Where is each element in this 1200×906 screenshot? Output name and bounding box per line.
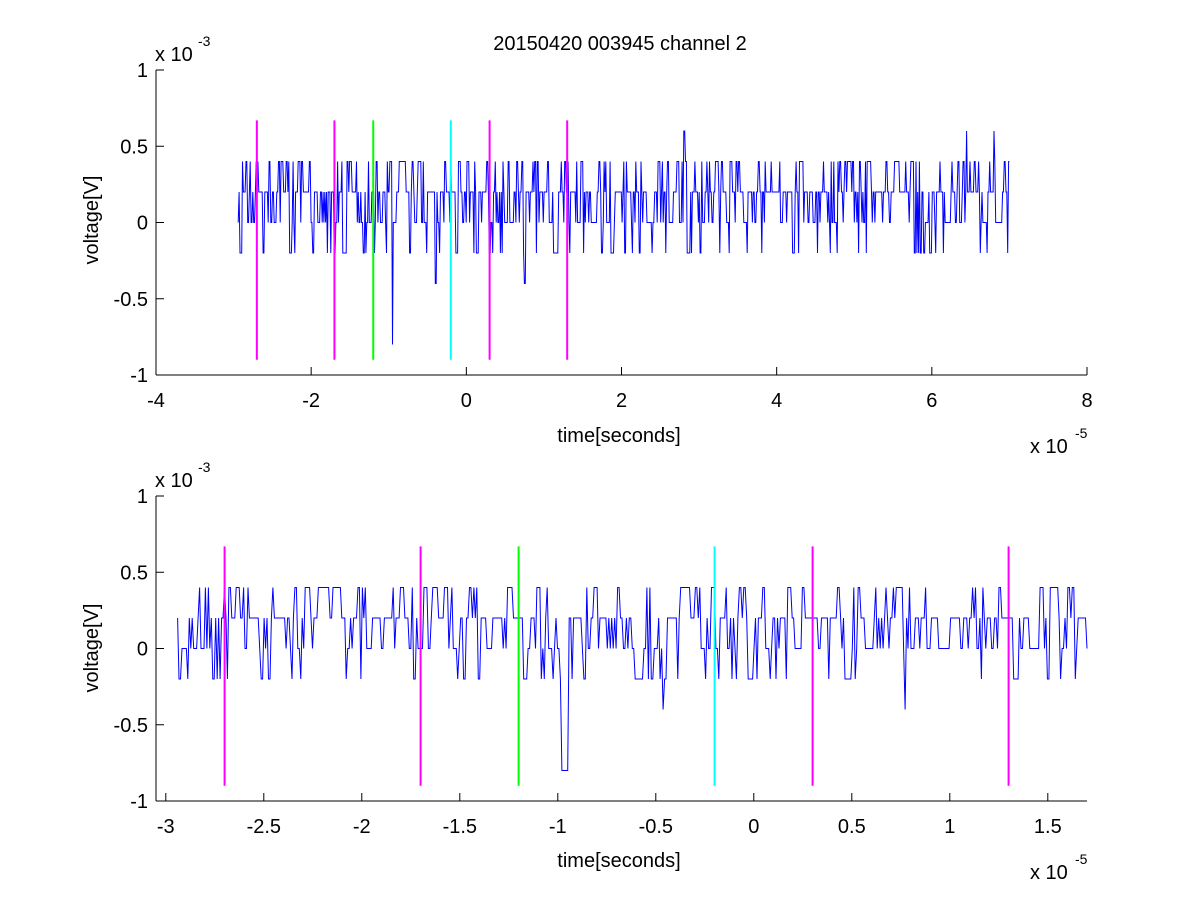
y-tick-label: 0 <box>137 213 148 235</box>
x-tick-label: -1 <box>549 816 567 838</box>
x-tick-label: 0.5 <box>838 816 866 838</box>
bottom-x-exponent-power: -5 <box>1075 851 1088 867</box>
axes-top: -4 -2 0 2 4 6 8 -1 -0.5 0 0.5 1 time[seconds] volta… <box>81 33 1093 458</box>
signal-trace-bottom <box>177 587 1088 771</box>
x-tick-label: -0.5 <box>639 816 673 838</box>
x-tick-label: 0 <box>748 816 759 838</box>
bottom-x-axis-label: time[seconds] <box>557 850 680 872</box>
x-tick-label: 1.5 <box>1034 816 1062 838</box>
y-tick-label: 1 <box>137 60 148 82</box>
x-tick-label: -2.5 <box>247 816 281 838</box>
bottom-axes-frame: -3 -2.5 -2 -1.5 -1 -0.5 0 0.5 1 1.5 -1 -0.5 0 0.5 1 <box>114 486 1087 838</box>
bottom-x-exponent: x 10 <box>1030 862 1068 884</box>
top-y-exponent: x 10 <box>155 44 193 66</box>
bottom-plot-area <box>177 546 1088 786</box>
x-tick-label: 1 <box>944 816 955 838</box>
x-tick-label: 4 <box>771 390 782 412</box>
x-tick-label: -1.5 <box>443 816 477 838</box>
y-tick-label: -1 <box>130 365 148 387</box>
y-tick-label: -0.5 <box>114 289 148 311</box>
x-tick-label: -3 <box>157 816 175 838</box>
top-x-axis-label: time[seconds] <box>557 425 680 447</box>
x-tick-label: 2 <box>616 390 627 412</box>
top-y-axis-label: voltage[V] <box>81 176 103 265</box>
bottom-y-exponent-power: -3 <box>198 459 211 475</box>
y-tick-label: -1 <box>130 791 148 813</box>
bottom-y-axis-label: voltage[V] <box>81 604 103 693</box>
x-tick-label: -2 <box>302 390 320 412</box>
top-axes-frame: -4 -2 0 2 4 6 8 -1 -0.5 0 0.5 1 <box>114 60 1093 412</box>
top-plot-area <box>237 120 1010 360</box>
y-tick-label: 0 <box>137 639 148 661</box>
x-tick-label: 0 <box>461 390 472 412</box>
x-tick-label: -2 <box>353 816 371 838</box>
x-tick-label: 6 <box>926 390 937 412</box>
top-y-exponent-power: -3 <box>198 33 211 49</box>
y-tick-label: 0.5 <box>120 562 148 584</box>
y-tick-label: 1 <box>137 486 148 508</box>
x-tick-label: -4 <box>147 390 165 412</box>
y-tick-label: -0.5 <box>114 715 148 737</box>
axes-bottom: -3 -2.5 -2 -1.5 -1 -0.5 0 0.5 1 1.5 -1 -0.5 0 0.5 1 ti… <box>81 459 1088 884</box>
bottom-y-exponent: x 10 <box>155 470 193 492</box>
figure-title: 20150420 003945 channel 2 <box>493 33 747 55</box>
y-tick-label: 0.5 <box>120 136 148 158</box>
top-x-exponent-power: -5 <box>1075 425 1088 441</box>
signal-trace-top <box>237 130 1010 345</box>
x-tick-label: 8 <box>1081 390 1092 412</box>
top-x-exponent: x 10 <box>1030 436 1068 458</box>
